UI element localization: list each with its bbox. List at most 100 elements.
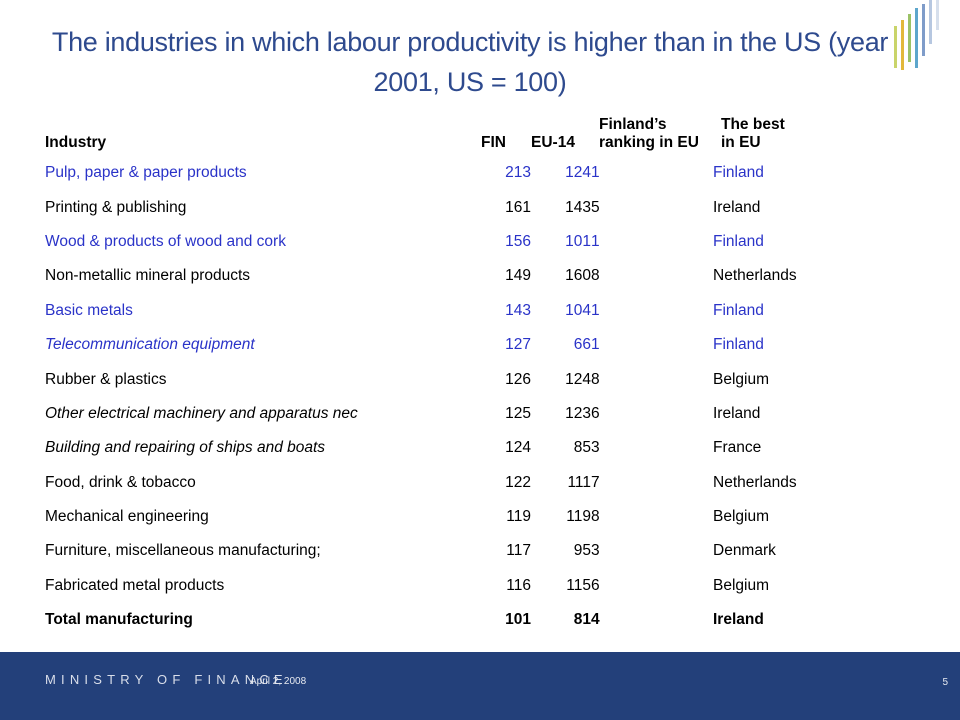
eu14-cell: 101: [565, 232, 591, 250]
eu14-cell: 119: [566, 508, 591, 526]
fin-cell: 122: [505, 473, 531, 491]
best-cell: Netherlands: [713, 267, 797, 285]
ranking-cell: 8: [591, 370, 600, 388]
ranking-cell: 6: [591, 404, 600, 422]
header-best: The best in EU: [713, 112, 841, 156]
table-header-row: Industry FIN EU-14 Finland’s ranking in E…: [45, 112, 841, 156]
eu14-cell: 160: [565, 267, 591, 285]
fin-cell: 161: [505, 198, 531, 216]
page-number: 5: [942, 677, 948, 688]
fin-cell: 127: [505, 336, 531, 354]
industry-cell: Furniture, miscellaneous manufacturing;: [45, 542, 321, 560]
ranking-cell: 3: [591, 542, 600, 560]
eu14-cell: 124: [565, 164, 591, 182]
table-row: Basic metals 143 104 1 Finland: [45, 294, 841, 328]
industry-cell: Mechanical engineering: [45, 508, 209, 526]
industry-cell: Other electrical machinery and apparatus…: [45, 404, 358, 422]
table-row: Pulp, paper & paper products 213 124 1 F…: [45, 156, 841, 190]
eu14-cell: 123: [565, 404, 591, 422]
best-cell: Finland: [713, 232, 764, 250]
eu14-cell: 115: [566, 576, 591, 594]
fin-cell: 149: [505, 267, 531, 285]
fin-cell: 117: [506, 542, 531, 560]
header-best-line1: The best: [721, 116, 785, 133]
ranking-cell: 8: [591, 508, 600, 526]
eu14-cell: 124: [565, 370, 591, 388]
table-row: Mechanical engineering 119 119 8 Belgium: [45, 500, 841, 534]
eu14-cell: 95: [573, 542, 591, 560]
ministry-name: MINISTRY OF FINANCE: [45, 672, 288, 687]
ranking-cell: 8: [591, 267, 600, 285]
fin-cell: 124: [505, 439, 531, 457]
table-row: Wood & products of wood and cork 156 101…: [45, 225, 841, 259]
header-best-line2: in EU: [721, 134, 761, 151]
eu14-cell: 85: [573, 439, 591, 457]
ranking-cell: 1: [591, 232, 600, 250]
fin-cell: 126: [505, 370, 531, 388]
header-eu14: EU-14: [531, 134, 575, 151]
best-cell: Finland: [713, 336, 764, 354]
table-row: Telecommunication equipment 127 66 1 Fin…: [45, 328, 841, 362]
fin-cell: 213: [505, 164, 531, 182]
best-cell: Finland: [713, 164, 764, 182]
table-row: Rubber & plastics 126 124 8 Belgium: [45, 362, 841, 396]
fin-cell: 156: [505, 232, 531, 250]
header-industry: Industry: [45, 134, 107, 151]
best-cell: Belgium: [713, 370, 769, 388]
table-row: Furniture, miscellaneous manufacturing; …: [45, 534, 841, 568]
table-row: Fabricated metal products 116 115 6 Belg…: [45, 569, 841, 603]
eu14-cell: 111: [567, 473, 591, 491]
table-row: Food, drink & tobacco 122 111 7 Netherla…: [45, 466, 841, 500]
eu14-cell: 143: [565, 198, 591, 216]
page-title: The industries in which labour productiv…: [51, 27, 889, 97]
industry-cell: Building and repairing of ships and boat…: [45, 439, 326, 457]
header-ranking-line1: Finland’s: [599, 116, 667, 133]
best-cell: Ireland: [713, 198, 761, 216]
best-cell: Finland: [713, 301, 764, 319]
eu14-cell: 66: [573, 336, 591, 354]
fin-cell: 125: [505, 404, 531, 422]
header-ranking-line2: ranking in EU: [599, 134, 699, 151]
industry-cell: Printing & publishing: [45, 198, 187, 216]
footer-date: April 2, 2008: [250, 676, 307, 687]
table-row: Non-metallic mineral products 149 160 8 …: [45, 259, 841, 293]
industry-cell: Food, drink & tobacco: [45, 473, 196, 491]
fin-cell: 119: [506, 508, 531, 526]
fin-cell: 116: [506, 576, 531, 594]
productivity-table: Industry FIN EU-14 Finland’s ranking in E…: [45, 112, 841, 637]
table-row: Printing & publishing 161 143 5 Ireland: [45, 190, 841, 224]
table-row-total: Total manufacturing 101 81 4 Ireland: [45, 603, 841, 637]
ministry-logo-bars-icon: [894, 0, 939, 70]
header-fin: FIN: [481, 134, 506, 151]
industry-cell: Non-metallic mineral products: [45, 267, 251, 285]
ranking-cell: 4: [591, 611, 600, 629]
footer-bar: MINISTRY OF FINANCE April 2, 2008 5: [0, 652, 960, 720]
ranking-cell: 5: [591, 198, 600, 216]
best-cell: Belgium: [713, 508, 769, 526]
eu14-cell: 81: [573, 611, 591, 629]
industry-cell: Pulp, paper & paper products: [45, 164, 247, 182]
ranking-cell: 7: [591, 473, 600, 491]
industry-cell: Fabricated metal products: [45, 576, 225, 594]
industry-cell: Rubber & plastics: [45, 370, 167, 388]
best-cell: Belgium: [713, 576, 769, 594]
best-cell: Denmark: [713, 542, 776, 560]
fin-cell: 143: [505, 301, 531, 319]
industry-cell: Basic metals: [45, 301, 133, 319]
table-row: Other electrical machinery and apparatus…: [45, 397, 841, 431]
best-cell: Ireland: [713, 404, 761, 422]
ranking-cell: 1: [591, 336, 600, 354]
best-cell: Netherlands: [713, 473, 797, 491]
ranking-cell: 3: [591, 439, 600, 457]
header-ranking: Finland’s ranking in EU: [591, 112, 713, 156]
table-row: Building and repairing of ships and boat…: [45, 431, 841, 465]
ranking-cell: 6: [591, 576, 600, 594]
ranking-cell: 1: [591, 301, 600, 319]
industry-cell: Total manufacturing: [45, 611, 193, 629]
eu14-cell: 104: [565, 301, 591, 319]
fin-cell: 101: [505, 611, 531, 629]
industry-cell: Telecommunication equipment: [45, 336, 255, 354]
ranking-cell: 1: [591, 164, 600, 182]
industry-cell: Wood & products of wood and cork: [45, 232, 286, 250]
best-cell: Ireland: [713, 611, 764, 629]
